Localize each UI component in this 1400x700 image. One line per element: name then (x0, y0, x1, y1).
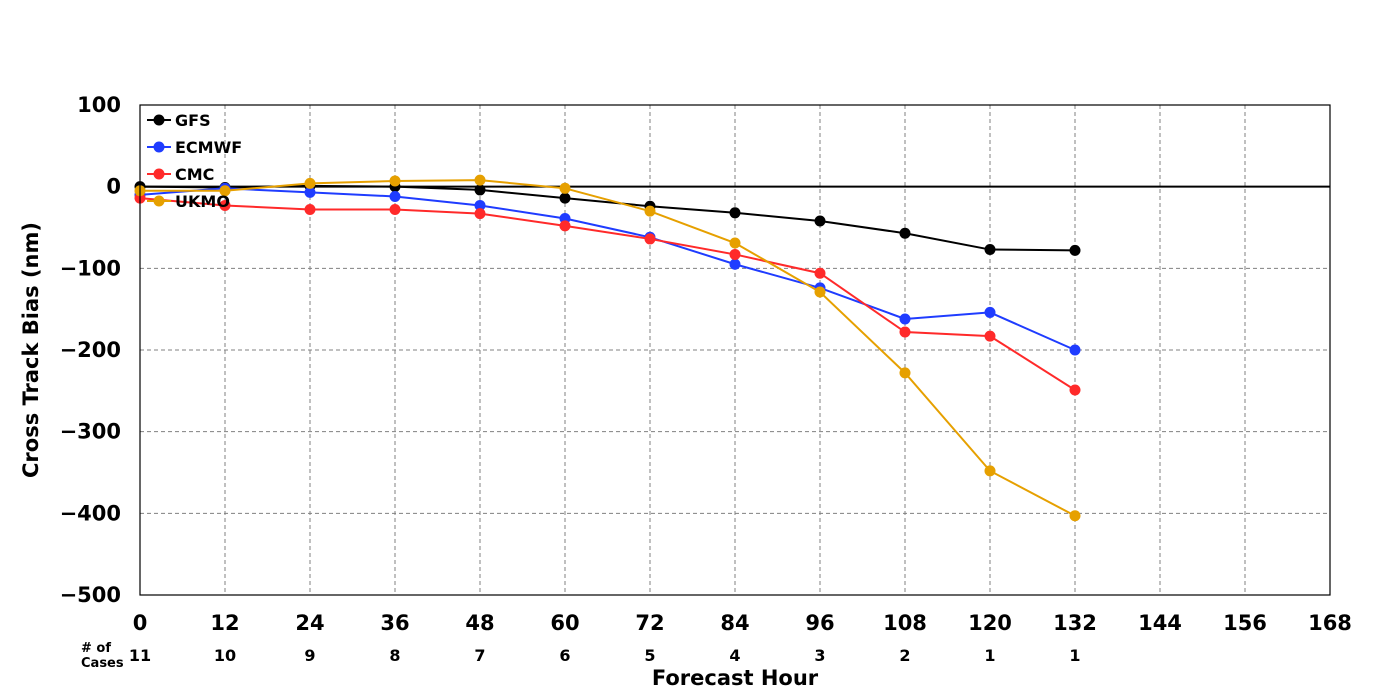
data-point-ukmo (729, 237, 741, 249)
y-tick-label: −500 (60, 583, 121, 607)
data-point-cmc (304, 204, 316, 216)
data-point-ukmo (219, 185, 231, 197)
data-point-ecmwf (474, 199, 486, 211)
data-point-gfs (1069, 244, 1081, 256)
case-count: 8 (389, 646, 400, 665)
x-tick-label: 60 (550, 611, 579, 635)
x-tick-label: 132 (1053, 611, 1097, 635)
case-count: 4 (729, 646, 740, 665)
legend-label-ukmo: UKMO (175, 192, 230, 211)
legend-label-gfs: GFS (175, 111, 211, 130)
x-tick-label: 36 (380, 611, 409, 635)
cases-label: # of Cases (81, 641, 124, 671)
y-tick-label: 0 (106, 175, 121, 199)
data-point-gfs (814, 215, 826, 227)
data-point-ukmo (814, 286, 826, 298)
data-point-cmc (814, 267, 826, 279)
x-tick-labels: 0 12 24 36 48 60 72 84 96 108 120 132 144 156 168 (133, 611, 1352, 635)
data-point-ukmo (474, 174, 486, 186)
data-point-ukmo (304, 177, 316, 189)
y-tick-label: −300 (60, 420, 121, 444)
case-count: 3 (814, 646, 825, 665)
legend-label-cmc: CMC (175, 165, 214, 184)
y-tick-label: −200 (60, 338, 121, 362)
legend: GFS ECMWF CMC UKMO (147, 111, 242, 211)
x-tick-label: 24 (295, 611, 324, 635)
x-tick-label: 12 (210, 611, 239, 635)
data-point-ukmo (899, 367, 911, 379)
x-tick-label: 72 (635, 611, 664, 635)
case-count: 11 (129, 646, 151, 665)
data-point-ukmo (644, 205, 656, 217)
data-point-ukmo (984, 465, 996, 477)
plot-border (139, 104, 1331, 596)
data-point-ecmwf (729, 258, 741, 270)
data-point-cmc (389, 204, 401, 216)
case-count: 6 (559, 646, 570, 665)
y-axis-title: Cross Track Bias (nm) (19, 222, 43, 478)
case-count: 10 (214, 646, 236, 665)
x-tick-label: 96 (805, 611, 834, 635)
case-count: 5 (644, 646, 655, 665)
series-line-ecmwf (139, 187, 1076, 351)
data-point-ecmwf (984, 306, 996, 318)
x-tick-label: 156 (1223, 611, 1267, 635)
x-tick-label: 120 (968, 611, 1012, 635)
data-point-cmc (219, 199, 231, 211)
y-tick-label: −100 (60, 256, 121, 280)
x-tick-label: 144 (1138, 611, 1182, 635)
plot-frame (139, 104, 1331, 596)
legend-marker-gfs (153, 114, 165, 126)
data-point-ukmo (559, 182, 571, 194)
series-line-gfs (139, 184, 1076, 252)
y-tick-label: −400 (60, 501, 121, 525)
x-tick-label: 84 (720, 611, 749, 635)
data-point-gfs (559, 192, 571, 204)
legend-marker-cmc (153, 168, 165, 180)
data-point-cmc (559, 220, 571, 232)
series-line-ukmo (140, 179, 1076, 517)
data-point-cmc (1069, 384, 1081, 396)
case-counts: # of Cases 11 10 9 8 7 6 5 4 3 2 1 1 (81, 641, 1081, 671)
data-point-ecmwf (1069, 344, 1081, 356)
y-tick-labels: 100 0 −100 −200 −300 −400 −500 (60, 93, 121, 607)
data-point-ecmwf (304, 186, 316, 198)
case-count: 2 (899, 646, 910, 665)
data-point-ukmo (389, 175, 401, 187)
data-point-gfs (984, 244, 996, 256)
case-count: 1 (1069, 646, 1080, 665)
series-lines (134, 174, 1081, 522)
data-point-cmc (899, 326, 911, 338)
case-count: 7 (474, 646, 485, 665)
x-tick-label: 0 (133, 611, 148, 635)
data-point-ecmwf (389, 190, 401, 202)
data-point-gfs (474, 184, 486, 196)
data-point-cmc (644, 233, 656, 245)
case-count: 9 (304, 646, 315, 665)
x-tick-label: 48 (465, 611, 494, 635)
data-point-cmc (729, 248, 741, 260)
data-point-ecmwf (899, 313, 911, 325)
legend-label-ecmwf: ECMWF (175, 138, 242, 157)
x-axis-title: Forecast Hour (652, 666, 819, 690)
data-point-cmc (984, 330, 996, 342)
data-point-ukmo (1069, 510, 1081, 522)
data-point-cmc (474, 208, 486, 220)
data-point-gfs (899, 227, 911, 239)
x-tick-label: 168 (1308, 611, 1352, 635)
x-tick-label: 108 (883, 611, 927, 635)
legend-marker-ecmwf (153, 141, 165, 153)
grid (140, 105, 1330, 595)
data-point-gfs (729, 207, 741, 219)
y-tick-label: 100 (77, 93, 121, 117)
series-line-cmc (139, 197, 1076, 391)
case-count: 1 (984, 646, 995, 665)
legend-marker-ukmo (153, 195, 165, 207)
